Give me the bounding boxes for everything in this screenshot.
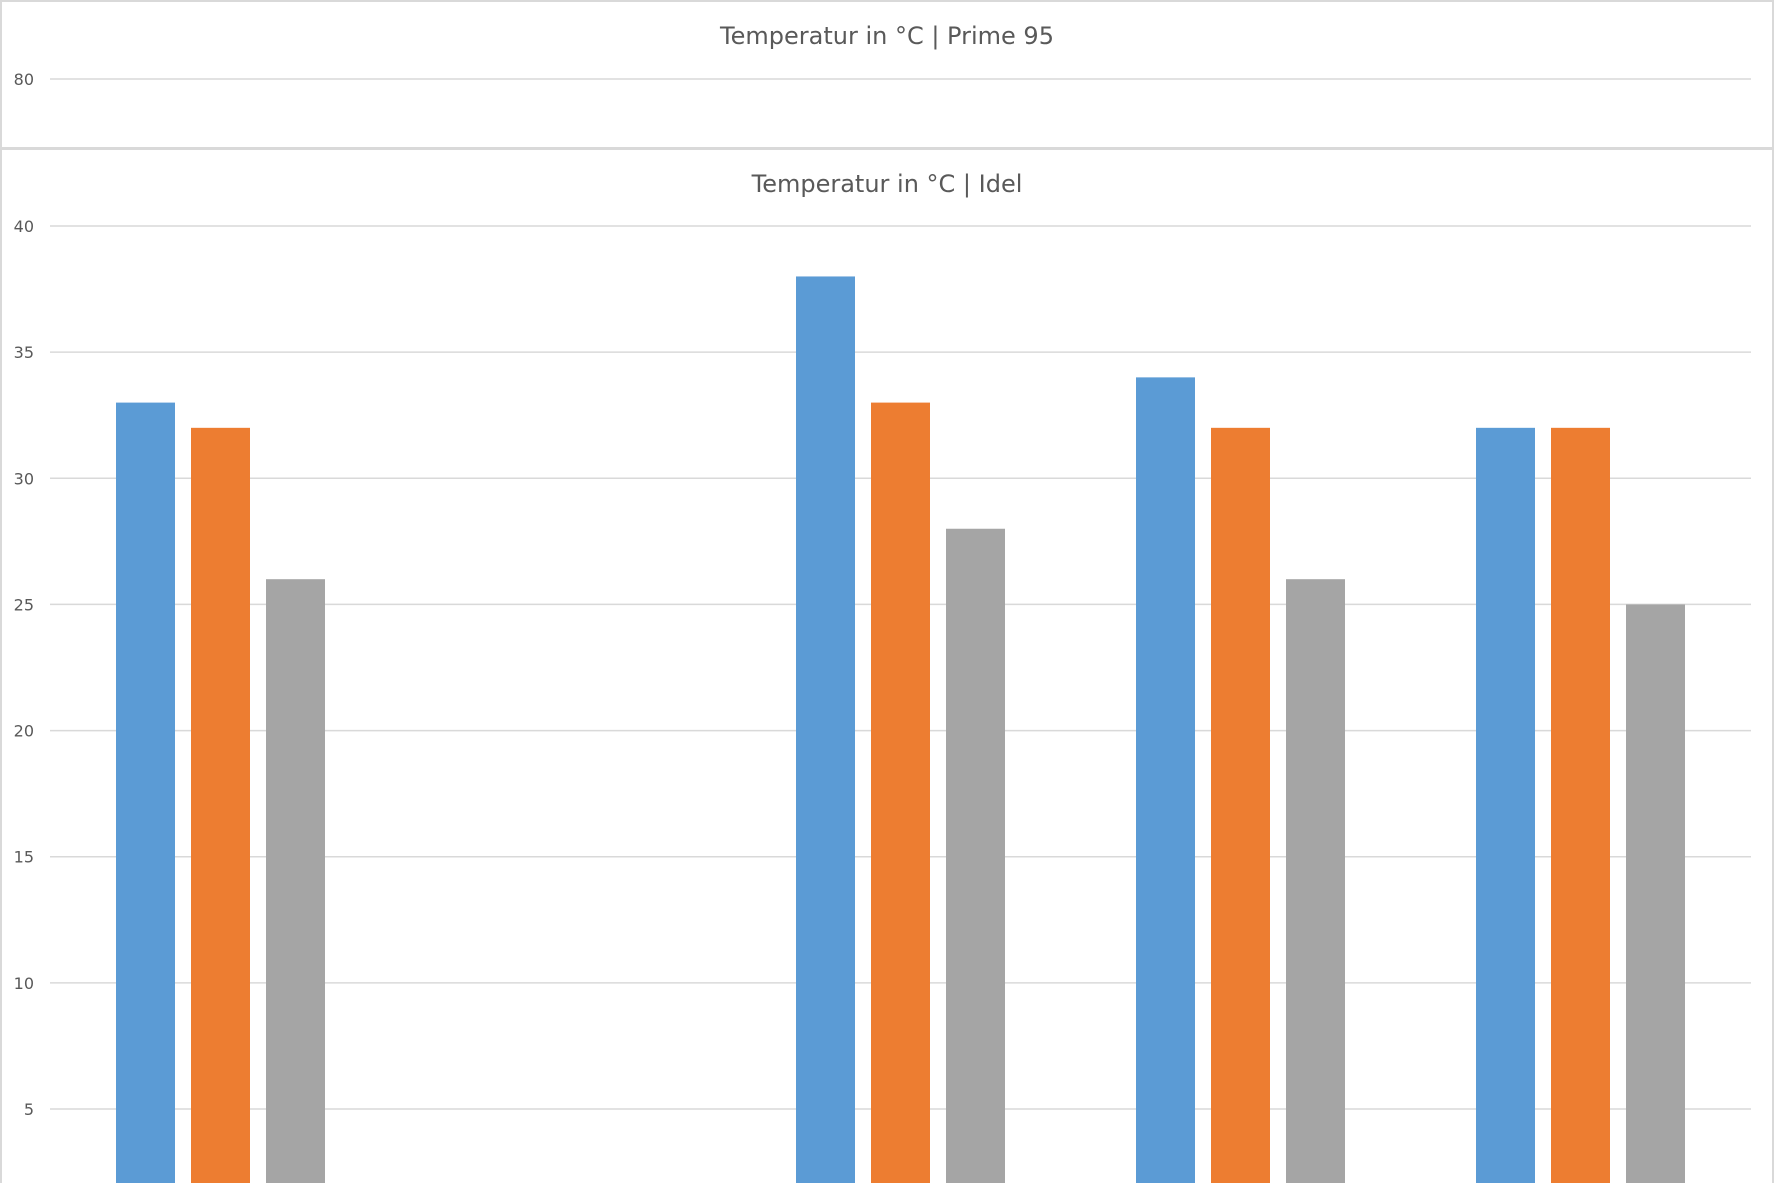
chart-idle: Temperatur in °C | Idel 5 10 15 20 25 30 35 40	[0, 148, 1774, 1188]
idle-bar	[946, 528, 1005, 1188]
prime95-y-tick-label: 80	[14, 70, 34, 89]
idle-y-tick-label: 25	[14, 595, 34, 614]
idle-bar	[796, 276, 855, 1188]
chart-prime95: Temperatur in °C | Prime 95 80	[0, 0, 1774, 149]
idle-bar	[1211, 427, 1270, 1188]
idle-y-tick-label: 5	[24, 1100, 34, 1119]
idle-y-tick-label: 35	[14, 343, 34, 362]
idle-bar	[266, 579, 325, 1188]
idle-y-tick-label: 20	[14, 722, 34, 741]
chart-prime95-title: Temperatur in °C | Prime 95	[719, 22, 1054, 50]
idle-bar	[1626, 604, 1685, 1188]
chart-prime95-grid: 80	[14, 70, 1751, 89]
idle-bar	[1136, 377, 1195, 1188]
chart-idle-bars	[116, 276, 1685, 1188]
idle-bar	[1551, 427, 1610, 1188]
chart-prime95-frame	[0, 0, 1774, 149]
idle-bar	[1476, 427, 1535, 1188]
chart-idle-title: Temperatur in °C | Idel	[751, 170, 1023, 198]
idle-bar	[871, 402, 930, 1188]
idle-y-tick-label: 30	[14, 469, 34, 488]
idle-y-tick-label: 10	[14, 974, 34, 993]
idle-bar	[116, 402, 175, 1188]
idle-bar	[191, 427, 250, 1188]
idle-y-tick-label: 40	[14, 217, 34, 236]
idle-y-tick-label: 15	[14, 848, 34, 867]
idle-bar	[1286, 579, 1345, 1188]
